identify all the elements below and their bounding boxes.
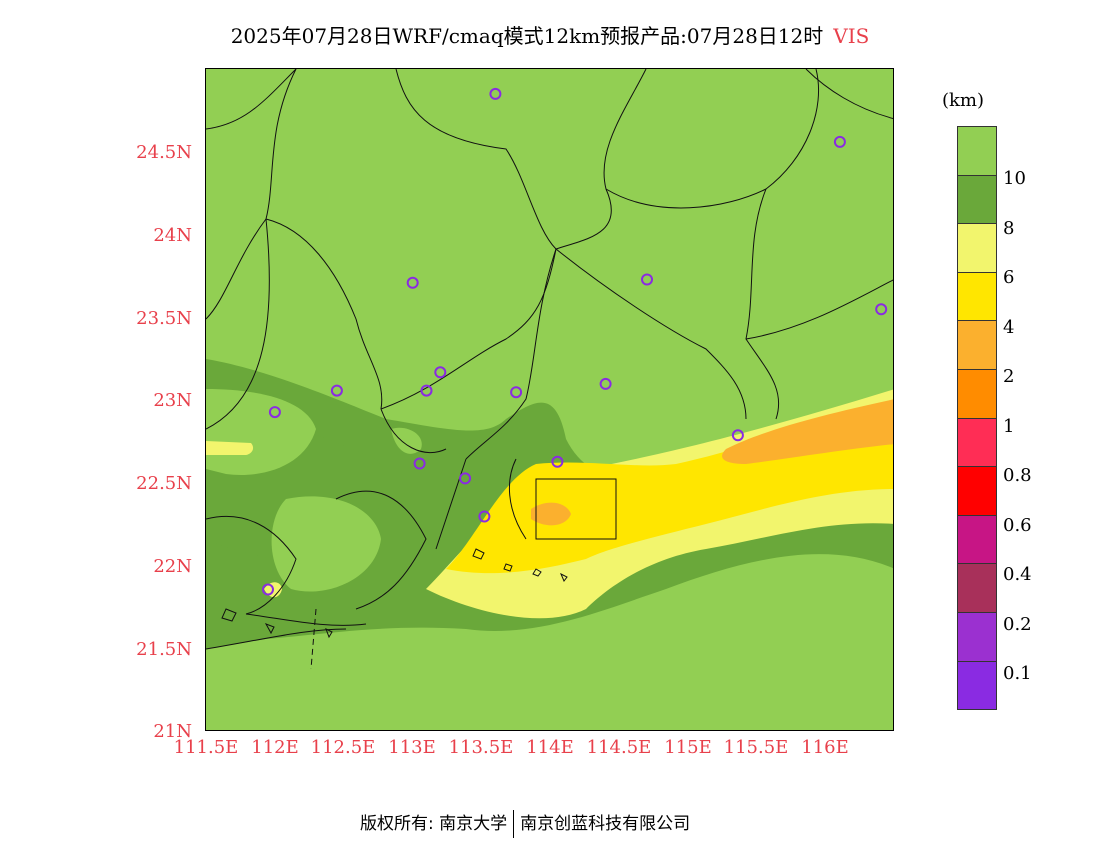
station-marker: [330, 384, 343, 397]
vis-patch-2km-1: [531, 502, 571, 526]
colorbar-segment: [957, 514, 997, 565]
station-marker: [641, 273, 653, 286]
lat-tick-24.5N: 24.5N: [136, 142, 192, 163]
station-marker: [599, 377, 612, 390]
dashed-boundary: [310, 608, 317, 670]
station-marker: [551, 455, 564, 468]
lon-tick-115E: 115E: [664, 737, 712, 758]
station-marker: [489, 87, 502, 100]
lat-tick-22N: 22N: [153, 556, 192, 577]
vis-patch-light-3: [391, 427, 422, 454]
lat-tick-22.5N: 22.5N: [136, 473, 192, 494]
lat-tick-21.5N: 21.5N: [136, 639, 192, 660]
station-marker: [420, 384, 433, 397]
footer-right: 南京创蓝科技有限公司: [520, 814, 691, 834]
lon-tick-111.5E: 111.5E: [173, 737, 239, 758]
lat-tick-21N: 21N: [153, 721, 192, 742]
colorbar-segment: [957, 271, 997, 322]
station-marker: [268, 406, 281, 419]
lon-tick-115.5E: 115.5E: [723, 737, 789, 758]
colorbar-segment: [957, 660, 997, 711]
station-marker: [262, 583, 274, 596]
vis-patch-6km-left: [206, 441, 254, 455]
colorbar-label-4: 4: [1003, 317, 1015, 338]
colorbar-label-2: 2: [1003, 366, 1015, 387]
station-markers: [262, 87, 888, 596]
colorbar-units: (km): [942, 90, 985, 111]
station-marker: [406, 276, 419, 289]
colorbar-segment: [957, 417, 997, 468]
admin-boundaries: [206, 69, 893, 650]
lat-tick-23.5N: 23.5N: [136, 308, 192, 329]
colorbar-label-0.1: 0.1: [1003, 663, 1032, 684]
colorbar: [957, 126, 997, 711]
station-marker: [413, 457, 426, 470]
station-marker: [434, 366, 447, 379]
colorbar-segment: [957, 466, 997, 516]
colorbar-label-8: 8: [1003, 218, 1015, 239]
title-main: 2025年07月28日WRF/cmaq模式12km预报产品:07月28日12时: [230, 24, 824, 48]
lon-tick-114E: 114E: [526, 737, 574, 758]
colorbar-label-10: 10: [1003, 168, 1026, 189]
map-panel: [205, 68, 894, 731]
colorbar-segment: [957, 611, 997, 662]
colorbar-segment: [957, 174, 997, 225]
lon-tick-113.5E: 113.5E: [448, 737, 514, 758]
colorbar-label-0.4: 0.4: [1003, 564, 1032, 585]
map-canvas: [206, 69, 893, 670]
lon-tick-113E: 113E: [388, 737, 436, 758]
title-variable: VIS: [833, 24, 870, 48]
lon-tick-116E: 116E: [801, 737, 849, 758]
colorbar-label-6: 6: [1003, 267, 1015, 288]
colorbar-segment: [957, 223, 997, 273]
lon-tick-114.5E: 114.5E: [586, 737, 652, 758]
station-marker: [833, 135, 846, 148]
lat-tick-23N: 23N: [153, 390, 192, 411]
footer-separator: [513, 810, 515, 838]
vis-patch-2km-2: [722, 399, 893, 464]
colorbar-label-0.8: 0.8: [1003, 465, 1032, 486]
map-title: 2025年07月28日WRF/cmaq模式12km预报产品:07月28日12时 V…: [0, 20, 1100, 49]
lon-tick-112E: 112E: [251, 737, 299, 758]
station-marker: [731, 429, 744, 442]
colorbar-label-0.2: 0.2: [1003, 614, 1032, 635]
station-marker: [875, 303, 888, 316]
colorbar-label-1: 1: [1003, 416, 1015, 437]
station-marker: [478, 510, 491, 523]
colorbar-segment: [957, 368, 997, 419]
station-marker: [459, 472, 472, 485]
lon-tick-112.5E: 112.5E: [310, 737, 376, 758]
colorbar-segment: [957, 563, 997, 613]
colorbar-label-0.6: 0.6: [1003, 515, 1032, 536]
colorbar-segment: [957, 320, 997, 370]
footer-credit: 版权所有: 南京大学 南京创蓝科技有限公司: [360, 809, 690, 838]
lat-tick-24N: 24N: [153, 225, 192, 246]
vis-patch-light-2: [271, 496, 381, 592]
coast-islands: [221, 548, 568, 639]
footer-left: 版权所有: 南京大学: [360, 814, 508, 834]
colorbar-segment: [957, 126, 997, 176]
station-marker: [510, 386, 523, 399]
